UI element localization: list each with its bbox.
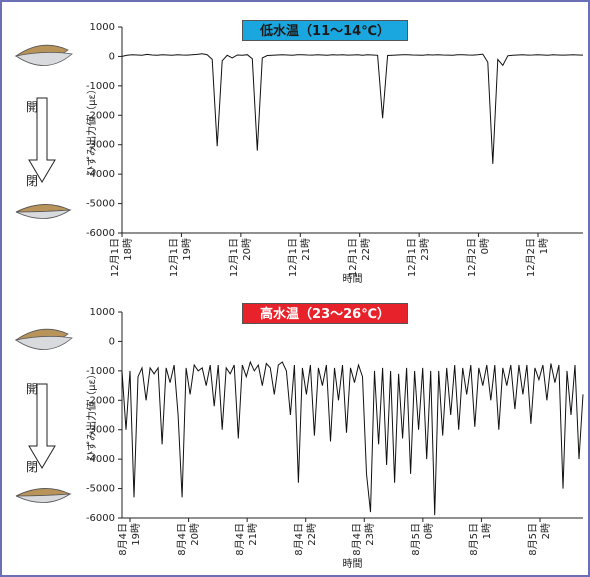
y-tick-label: -6000 xyxy=(86,228,115,239)
x-tick-label: 12月1日 20時 xyxy=(228,238,253,278)
x-tick-label: 8月4日 20時 xyxy=(176,523,201,556)
y-tick-label: -1000 xyxy=(86,366,115,377)
x-tick-label: 12月1日 22時 xyxy=(347,238,372,278)
y-tick-label: -2000 xyxy=(86,395,115,406)
x-axis-label: 時間 xyxy=(342,559,363,570)
x-tick-label: 12月2日 0時 xyxy=(466,238,491,278)
y-tick-label: -4000 xyxy=(86,454,115,465)
open-shell xyxy=(15,44,73,66)
closed-shell xyxy=(15,204,71,219)
x-tick-label: 12月1日 18時 xyxy=(110,238,134,278)
data-line xyxy=(121,360,584,516)
y-tick-label: 1000 xyxy=(90,307,115,318)
y-tick-label: 0 xyxy=(109,336,115,347)
y-axis-label: ひずみ出力値（με） xyxy=(87,369,98,461)
open-label: 開 xyxy=(26,382,39,396)
y-tick-label: -2000 xyxy=(86,110,115,121)
y-tick-label: -4000 xyxy=(86,169,115,180)
x-tick-label: 12月1日 23時 xyxy=(407,238,432,278)
x-tick-label: 8月4日 19時 xyxy=(118,523,142,556)
close-label: 閉 xyxy=(26,174,39,188)
x-tick-label: 12月2日 1時 xyxy=(526,238,550,278)
x-tick-label: 12月1日 21時 xyxy=(288,238,313,278)
y-axis-label: ひずみ出力値（με） xyxy=(87,84,98,176)
x-tick-label: 8月4日 22時 xyxy=(293,523,318,556)
data-line xyxy=(121,53,584,164)
x-axis-label: 時間 xyxy=(342,274,363,285)
y-tick-label: -3000 xyxy=(86,140,115,151)
y-tick-label: -5000 xyxy=(86,199,115,210)
x-tick-label: 8月5日 1時 xyxy=(469,523,494,556)
x-tick-label: 8月4日 21時 xyxy=(235,523,260,556)
x-tick-label: 8月5日 2時 xyxy=(528,523,552,556)
y-tick-label: 0 xyxy=(109,51,115,62)
y-tick-label: -1000 xyxy=(86,81,115,92)
y-tick-label: -6000 xyxy=(86,513,115,524)
open-label: 開 xyxy=(26,100,39,114)
chart-title: 高水温（23～26℃） xyxy=(242,303,408,324)
y-tick-label: -3000 xyxy=(86,425,115,436)
closed-shell xyxy=(15,488,71,503)
x-tick-label: 8月5日 0時 xyxy=(410,523,435,556)
y-tick-label: 1000 xyxy=(90,22,115,33)
y-tick-label: -5000 xyxy=(86,484,115,495)
x-tick-label: 12月1日 19時 xyxy=(169,238,194,278)
chart-title: 低水温（11～14℃） xyxy=(242,20,408,41)
close-label: 閉 xyxy=(26,460,39,474)
open-shell xyxy=(15,328,73,350)
